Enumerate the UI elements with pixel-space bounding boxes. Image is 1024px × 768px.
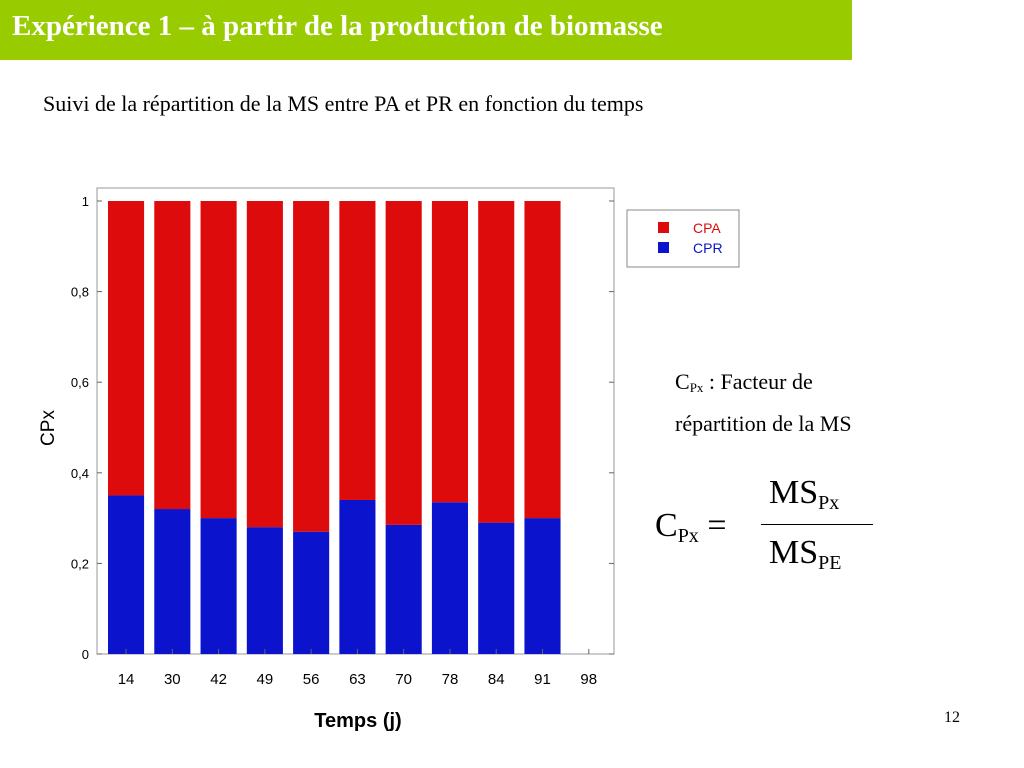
y-tick-label: 0,8 [71, 285, 89, 300]
formula-numerator: MSPx [769, 474, 840, 514]
bar-cpr-91 [524, 518, 561, 654]
y-axis-label: CPx [38, 410, 59, 446]
bar-cpr-30 [154, 509, 191, 654]
legend-label-cpa: CPA [693, 220, 721, 236]
bar-cpa-42 [200, 201, 237, 519]
definition-text: CPx : Facteur de répartition de la MS [675, 364, 852, 442]
bar-cpa-84 [478, 201, 515, 523]
bar-cpa-63 [339, 201, 376, 500]
x-tick-label: 63 [349, 671, 366, 688]
formula-denominator: MSPE [769, 534, 842, 574]
x-tick-label: 84 [488, 671, 505, 688]
fraction-bar [761, 524, 873, 525]
slide-title: Expérience 1 – à partir de la production… [12, 10, 663, 42]
x-tick-label: 78 [442, 671, 459, 688]
definition-line-2: répartition de la MS [675, 411, 852, 436]
bar-cpa-14 [108, 201, 145, 496]
y-tick-label: 0,2 [71, 556, 89, 571]
page-number: 12 [944, 709, 960, 726]
y-tick-label: 1 [82, 194, 89, 209]
bar-cpa-30 [154, 201, 191, 510]
bar-cpa-56 [293, 201, 330, 532]
bar-cpr-49 [246, 527, 283, 654]
bar-cpr-70 [385, 524, 422, 654]
formula-lhs: CPx = [655, 507, 727, 547]
title-bar: Expérience 1 – à partir de la production… [0, 0, 852, 60]
legend-swatch-cpr [658, 242, 669, 253]
definition-symbol: C [675, 369, 690, 394]
x-tick-label: 42 [210, 671, 227, 688]
x-tick-label: 91 [534, 671, 551, 688]
formula: CPx = MSPx MSPE [655, 472, 885, 592]
bar-cpr-78 [431, 502, 469, 654]
x-tick-label: 98 [580, 671, 597, 688]
definition-symbol-sub: Px [689, 380, 704, 395]
bar-cpa-49 [246, 201, 283, 528]
x-axis-label: Temps (j) [314, 710, 401, 732]
definition-line-1: : Facteur de [703, 369, 813, 394]
bar-cpr-42 [200, 518, 237, 654]
bar-cpr-63 [339, 499, 376, 654]
bar-cpr-84 [478, 522, 515, 654]
bar-cpa-91 [524, 201, 561, 519]
x-tick-label: 30 [164, 671, 181, 688]
y-tick-label: 0 [82, 647, 89, 662]
x-tick-label: 70 [395, 671, 412, 688]
x-tick-label: 56 [303, 671, 320, 688]
bar-cpa-78 [431, 201, 469, 503]
legend [626, 209, 740, 268]
bar-cpa-70 [385, 201, 422, 525]
bar-cpr-56 [293, 531, 330, 654]
x-tick-label: 14 [118, 671, 135, 688]
bar-cpr-14 [108, 495, 145, 654]
legend-swatch-cpa [658, 222, 669, 233]
y-tick-label: 0,6 [71, 375, 89, 390]
y-tick-label: 0,4 [71, 466, 89, 481]
x-tick-label: 49 [257, 671, 274, 688]
slide-subtitle: Suivi de la répartition de la MS entre P… [43, 91, 644, 116]
legend-label-cpr: CPR [693, 240, 723, 256]
